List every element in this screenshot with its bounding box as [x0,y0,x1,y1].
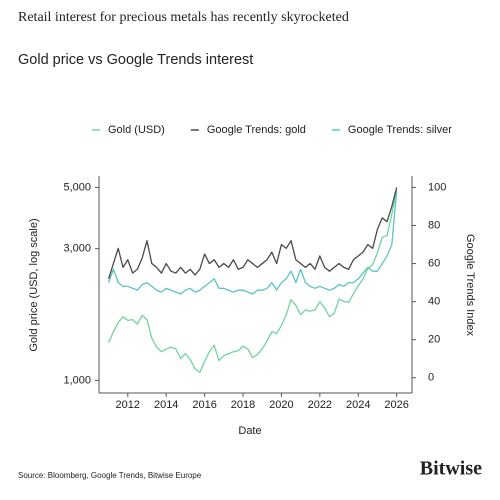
y2-tick-label: 20 [428,334,440,346]
x-tick-label: 2014 [154,399,178,411]
y2-tick-label: 60 [428,257,440,269]
x-axis-label: Date [238,425,261,437]
series-line [107,191,398,295]
legend-label: Gold (USD) [108,124,165,136]
series-line [107,187,398,279]
y-tick-label: 1,000 [63,374,91,386]
x-tick-label: 2024 [346,399,370,411]
x-tick-label: 2016 [192,399,216,411]
y-axis-label: Gold price (USD, log scale) [28,218,40,351]
x-tick-label: 2020 [269,399,293,411]
x-tick-label: 2012 [116,399,140,411]
y-tick-label: 3,000 [63,243,91,255]
x-tick-label: 2022 [308,399,332,411]
legend-label: Google Trends: silver [348,124,452,136]
legend-label: Google Trends: gold [207,124,306,136]
x-tick-label: 2018 [231,399,255,411]
x-tick-label: 2026 [384,399,408,411]
source: Source: Bloomberg, Google Trends, Bitwis… [18,471,202,480]
series-line [108,189,398,373]
brand: Bitwise [420,458,482,480]
y-tick-label: 5,000 [63,181,91,193]
chart-title: Gold price vs Google Trends interest [18,52,253,68]
y2-tick-label: 0 [428,372,434,384]
y2-tick-label: 100 [428,181,446,193]
y2-tick-label: 40 [428,296,440,308]
y2-tick-label: 80 [428,219,440,231]
y2-axis-label: Google Trends Index [464,234,476,337]
header: Retail interest for precious metals has … [18,10,349,25]
